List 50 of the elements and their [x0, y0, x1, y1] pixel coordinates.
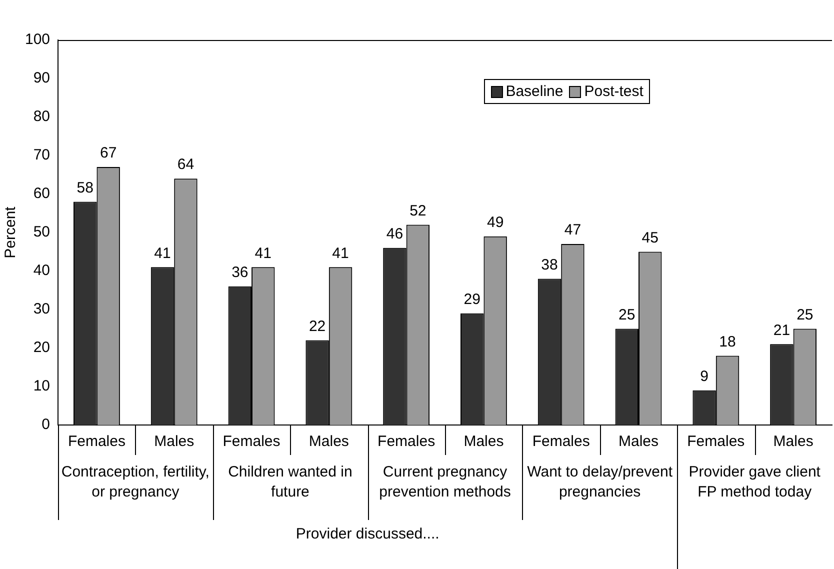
- y-tick-label: 0: [42, 416, 50, 434]
- y-tick-label: 20: [33, 339, 50, 356]
- x-tick-label: Females: [532, 433, 590, 450]
- x-tick-label: Females: [68, 433, 126, 450]
- data-label: 47: [564, 222, 582, 239]
- data-label: 67: [100, 144, 117, 162]
- data-label: 64: [177, 156, 194, 174]
- y-axis-title: Percent: [2, 206, 20, 258]
- x-tick-label: Males: [773, 433, 814, 450]
- data-label: 25: [618, 306, 636, 324]
- x-tick-label: Males: [308, 433, 349, 450]
- x-tick-label: Females: [222, 433, 280, 450]
- y-tick-label: 70: [33, 146, 50, 164]
- text: Provider gave client FP method today: [688, 464, 822, 501]
- data-label: 46: [386, 226, 404, 243]
- y-tick-label: 50: [33, 224, 50, 241]
- text: Want to delay/prevent pregnancies: [527, 464, 674, 501]
- data-label: 49: [486, 214, 504, 231]
- y-tick-label: 40: [33, 262, 50, 280]
- data-label: 18: [719, 333, 736, 350]
- y-tick-label: 60: [33, 185, 50, 202]
- data-label: 58: [76, 179, 94, 196]
- y-tick-label: 10: [33, 378, 50, 395]
- y-tick-label: 90: [33, 70, 50, 87]
- x-tick-label: Females: [378, 433, 436, 450]
- x-tick-label: Males: [464, 433, 504, 450]
- text: Current pregnancy prevention methods: [379, 464, 511, 501]
- x-tick-label: Males: [618, 433, 659, 450]
- legend-label: Post-test: [583, 82, 644, 100]
- data-label: 22: [308, 318, 326, 335]
- data-label: 41: [254, 244, 272, 262]
- data-label: 21: [773, 322, 790, 339]
- data-label: 36: [232, 264, 248, 282]
- data-label: 41: [332, 244, 349, 262]
- data-label: 41: [154, 244, 171, 262]
- data-label: 52: [410, 202, 426, 220]
- y-tick-label: 30: [33, 300, 50, 318]
- text: Contraception, fertility, or pregnancy: [61, 464, 210, 501]
- text: Children wanted in future: [228, 464, 352, 501]
- data-label: 9: [700, 368, 708, 385]
- y-tick-label: 80: [33, 108, 50, 126]
- data-label: 38: [541, 256, 558, 274]
- data-label: 25: [796, 306, 814, 324]
- data-label: 29: [464, 290, 480, 308]
- data-label: 45: [642, 229, 658, 246]
- x-tick-label: Males: [154, 433, 194, 450]
- y-tick-label: 100: [24, 31, 50, 48]
- x-tick-label: Females: [687, 433, 745, 450]
- text: Provider discussed....: [296, 526, 440, 543]
- legend-label: Baseline: [504, 82, 564, 100]
